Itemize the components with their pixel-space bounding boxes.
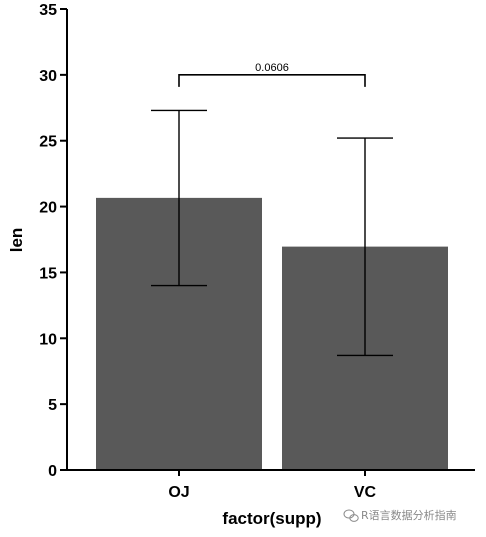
y-axis-title: len xyxy=(7,228,26,253)
y-tick-label-0: 0 xyxy=(48,463,57,480)
significance-bracket xyxy=(178,74,366,87)
y-tick-label-5: 5 xyxy=(48,397,57,414)
y-tick-label-30: 30 xyxy=(39,68,57,85)
x-tick-label-vc: VC xyxy=(354,484,377,501)
p-value-label: 0.0606 xyxy=(255,62,289,74)
wechat-icon xyxy=(343,509,359,522)
error-bar-oj xyxy=(151,109,207,287)
watermark-text: R语言数据分析指南 xyxy=(361,508,457,522)
x-axis-title: factor(supp) xyxy=(222,509,321,528)
error-bar-vc xyxy=(337,137,393,357)
y-ticks-layer: 0 5 10 15 20 25 30 35 xyxy=(39,2,67,480)
watermark: R语言数据分析指南 xyxy=(343,508,457,522)
error-bars-layer xyxy=(151,109,393,357)
significance-annotation: 0.0606 xyxy=(178,62,366,87)
y-tick-label-20: 20 xyxy=(39,200,57,217)
bars-layer xyxy=(96,197,448,470)
y-tick-label-10: 10 xyxy=(39,331,57,348)
y-tick-label-15: 15 xyxy=(39,265,57,282)
x-tick-label-oj: OJ xyxy=(168,484,189,501)
y-tick-label-25: 25 xyxy=(39,134,57,151)
y-tick-label-35: 35 xyxy=(39,2,57,19)
x-ticks-layer: OJ VC xyxy=(168,470,377,501)
